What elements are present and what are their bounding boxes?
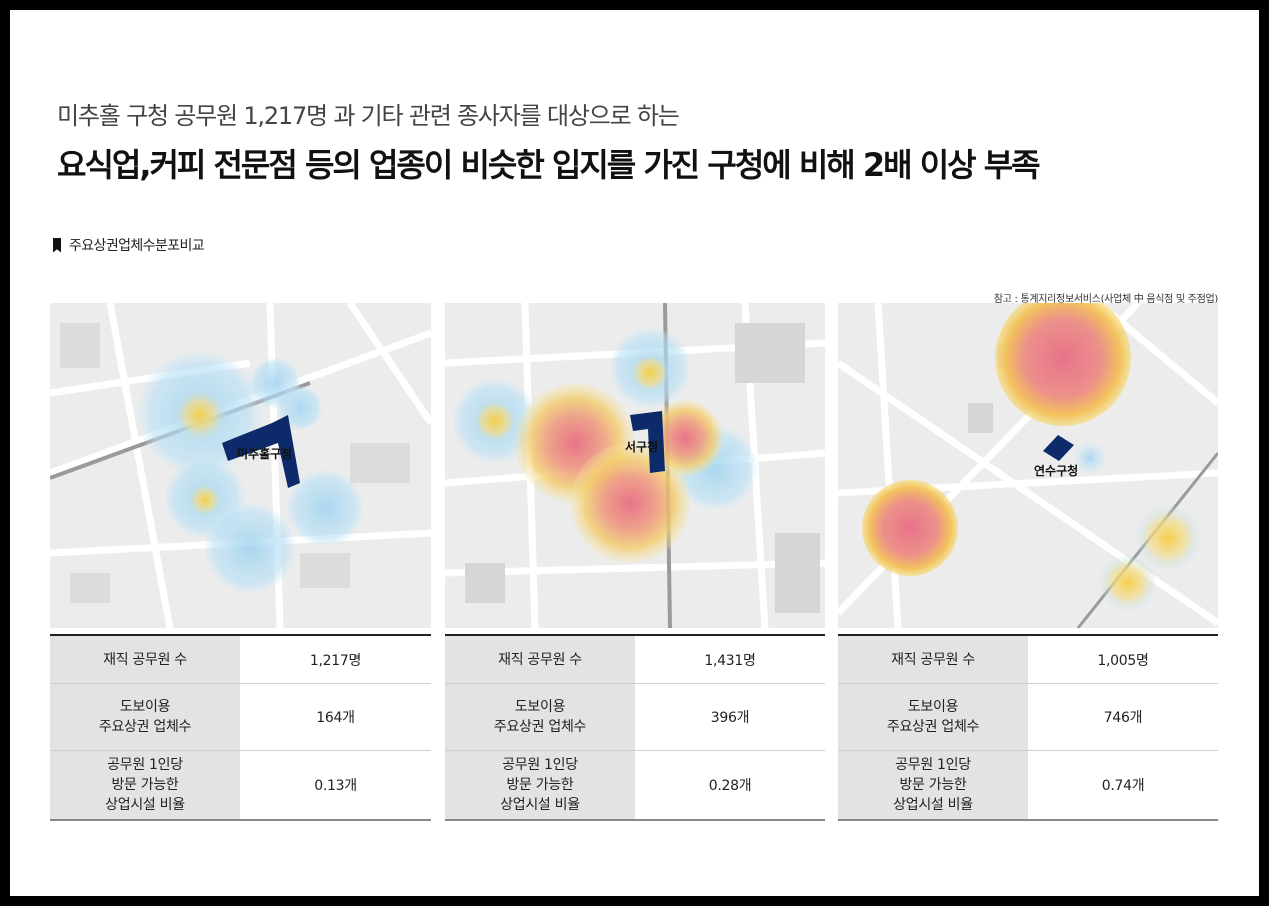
bookmark-icon xyxy=(53,237,61,253)
row-label: 공무원 1인당 방문 가능한 상업시설 비율 xyxy=(838,751,1028,819)
map-michuhol: 미추홀구청 xyxy=(50,303,431,628)
map-yeonsu: 연수구청 xyxy=(838,303,1218,628)
row-value: 0.74개 xyxy=(1101,778,1145,794)
building-yeonsu xyxy=(1043,435,1074,461)
table-row: 도보이용 주요상권 업체수 164개 xyxy=(50,684,431,751)
table-row: 재직 공무원 수 1,005명 xyxy=(838,636,1218,684)
row-label: 공무원 1인당 방문 가능한 상업시설 비율 xyxy=(50,751,240,819)
row-value: 1,431명 xyxy=(704,652,756,669)
page: 미추홀 구청 공무원 1,217명 과 기타 관련 종사자를 대상으로 하는 요… xyxy=(10,10,1259,896)
table-row: 공무원 1인당 방문 가능한 상업시설 비율 0.13개 xyxy=(50,751,431,819)
map-label: 연수구청 xyxy=(1034,463,1078,478)
page-subtitle: 미추홀 구청 공무원 1,217명 과 기타 관련 종사자를 대상으로 하는 xyxy=(57,102,680,130)
map-label: 미추홀구청 xyxy=(237,446,292,461)
building-seogu xyxy=(630,411,665,473)
row-value: 746개 xyxy=(1103,710,1143,726)
row-value: 0.13개 xyxy=(314,778,357,794)
table-row: 재직 공무원 수 1,431명 xyxy=(445,636,825,684)
row-label: 재직 공무원 수 xyxy=(445,636,635,683)
section-title-text: 주요상권업체수분포비교 xyxy=(69,238,205,254)
table-michuhol: 재직 공무원 수 1,217명 도보이용 주요상권 업체수 164개 공무원 1… xyxy=(50,634,431,821)
row-value: 396개 xyxy=(710,710,750,726)
table-row: 도보이용 주요상권 업체수 396개 xyxy=(445,684,825,751)
row-value: 1,005명 xyxy=(1097,652,1149,669)
table-row: 공무원 1인당 방문 가능한 상업시설 비율 0.28개 xyxy=(445,751,825,819)
table-seogu: 재직 공무원 수 1,431명 도보이용 주요상권 업체수 396개 공무원 1… xyxy=(445,634,825,821)
row-value: 1,217명 xyxy=(309,652,362,669)
row-value: 164개 xyxy=(316,710,355,726)
map-seogu: 서구청 xyxy=(445,303,825,628)
table-row: 도보이용 주요상권 업체수 746개 xyxy=(838,684,1218,751)
table-yeonsu: 재직 공무원 수 1,005명 도보이용 주요상권 업체수 746개 공무원 1… xyxy=(838,634,1218,821)
table-row: 재직 공무원 수 1,217명 xyxy=(50,636,431,684)
source-note: 참고 : 통계지리정보서비스(사업체 中 음식점 및 주점업) xyxy=(993,294,1218,305)
row-label: 도보이용 주요상권 업체수 xyxy=(445,684,635,750)
row-label: 도보이용 주요상권 업체수 xyxy=(838,684,1028,750)
building-michuhol xyxy=(222,415,300,488)
page-headline: 요식업,커피 전문점 등의 업종이 비슷한 입지를 가진 구청에 비해 2배 이… xyxy=(57,146,1041,184)
row-label: 공무원 1인당 방문 가능한 상업시설 비율 xyxy=(445,751,635,819)
table-row: 공무원 1인당 방문 가능한 상업시설 비율 0.74개 xyxy=(838,751,1218,819)
map-label: 서구청 xyxy=(625,439,658,454)
section-title: 주요상권업체수분포비교 xyxy=(53,235,205,255)
row-value: 0.28개 xyxy=(708,778,752,794)
row-label: 재직 공무원 수 xyxy=(50,636,240,683)
row-label: 재직 공무원 수 xyxy=(838,636,1028,683)
row-label: 도보이용 주요상권 업체수 xyxy=(50,684,240,750)
